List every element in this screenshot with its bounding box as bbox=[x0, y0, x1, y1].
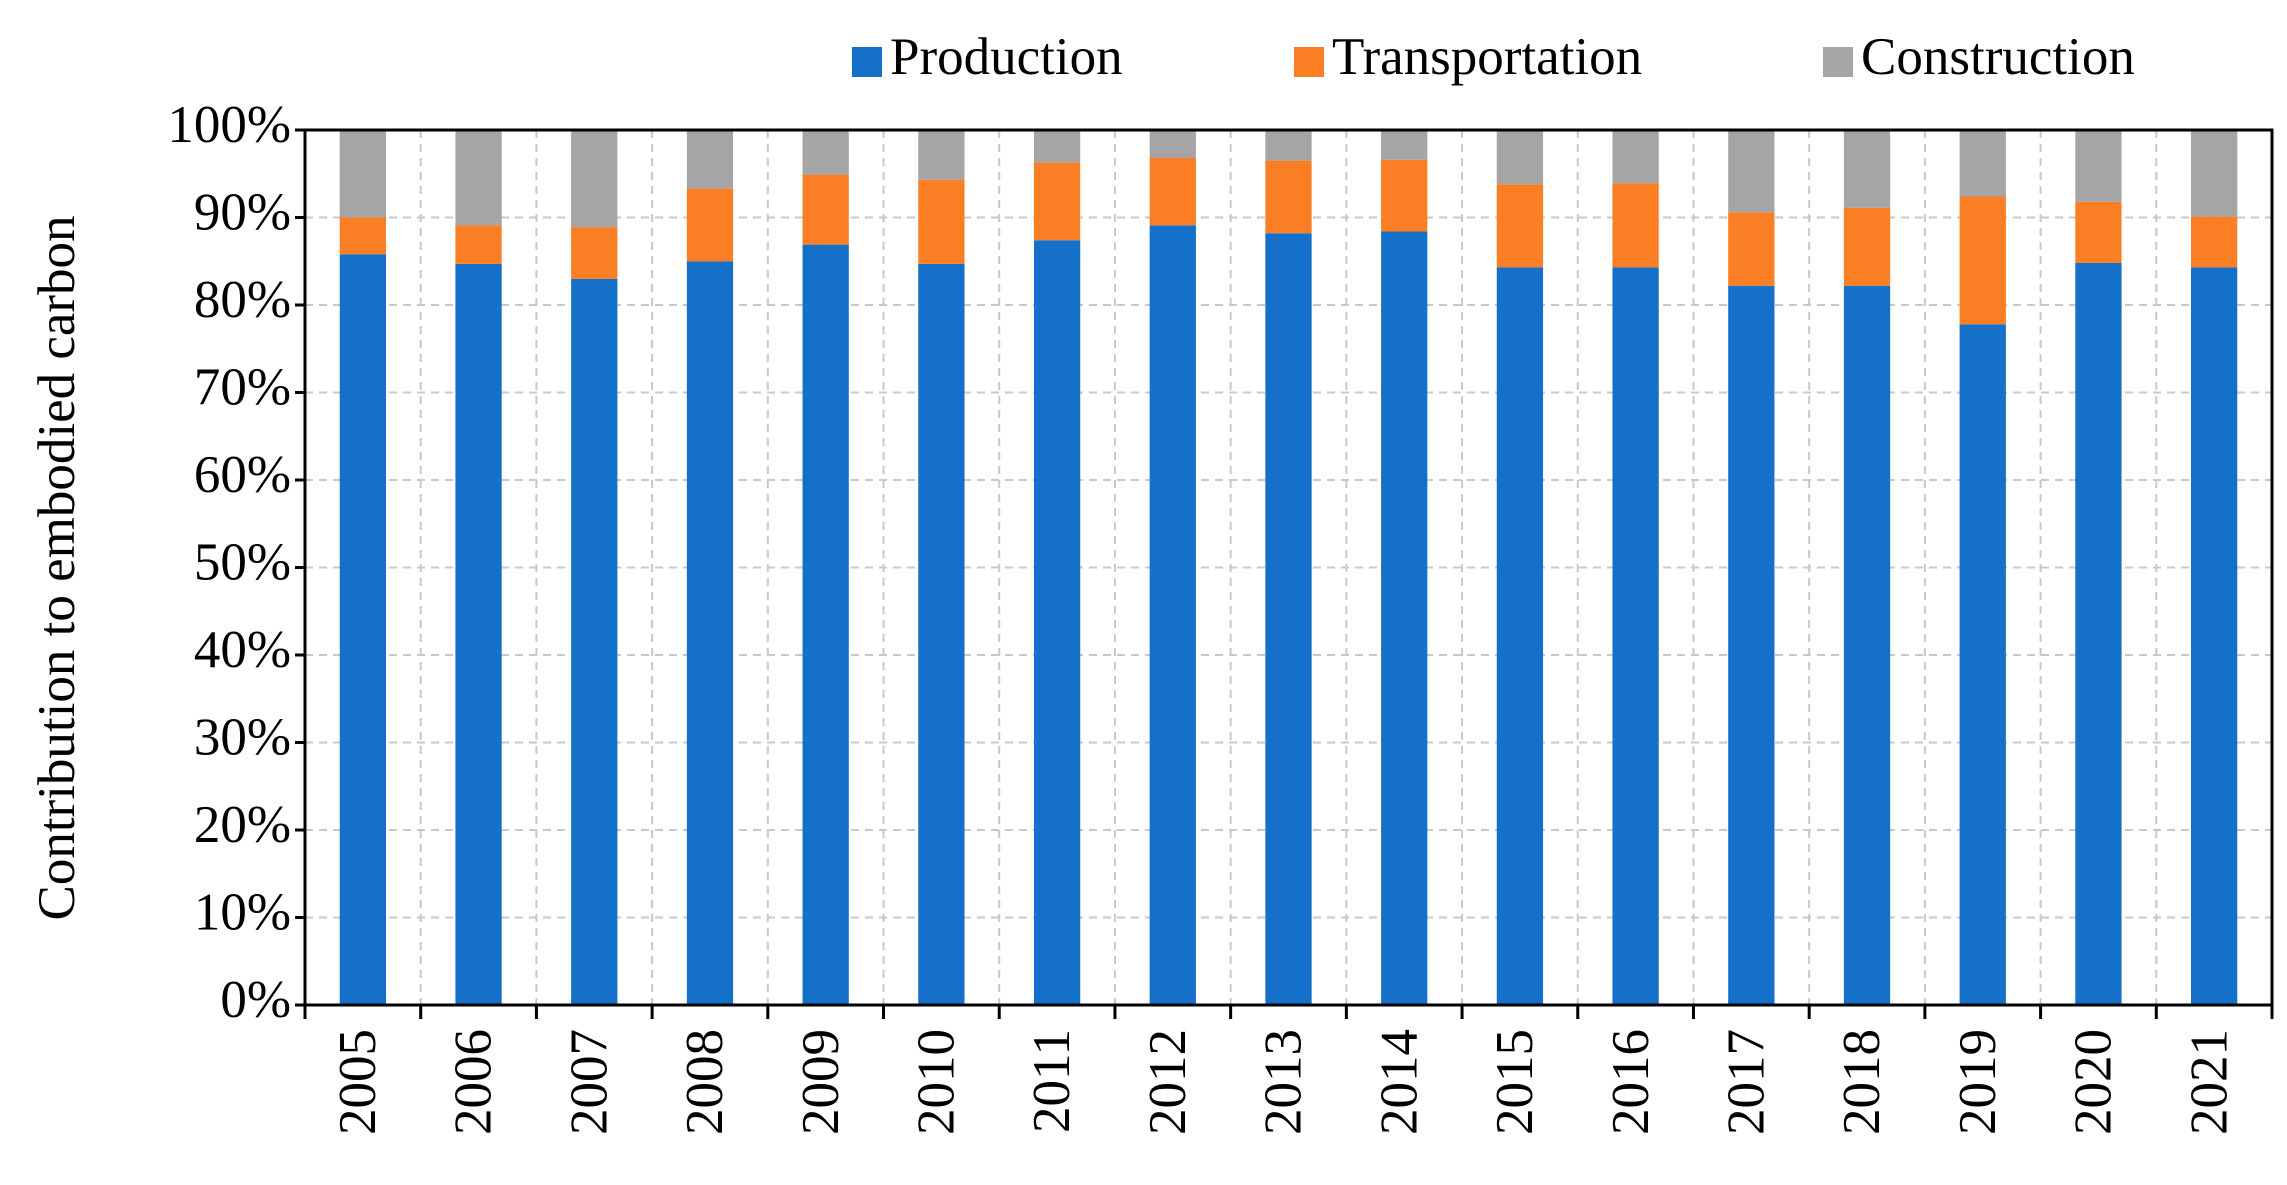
bar-segment bbox=[2191, 130, 2238, 217]
x-tick-label: 2010 bbox=[908, 1029, 966, 1135]
bar-segment bbox=[686, 188, 734, 262]
bar-segment bbox=[455, 263, 502, 1005]
x-tick-label: 2018 bbox=[1833, 1029, 1891, 1135]
y-axis-label: Contribution to embodied carbon bbox=[28, 215, 86, 920]
bar-segment bbox=[1381, 159, 1428, 232]
bar-segment bbox=[571, 130, 618, 228]
y-tick-label: 60% bbox=[194, 446, 291, 504]
bar-segment bbox=[918, 263, 965, 1005]
bar-segment bbox=[2075, 263, 2122, 1005]
bar-segment bbox=[1959, 130, 2006, 197]
bar-segment bbox=[571, 278, 618, 1005]
bar-segment bbox=[1959, 196, 2006, 325]
bar-segment bbox=[1496, 184, 1544, 268]
x-tick-label: 2021 bbox=[2180, 1029, 2238, 1135]
y-tick-label: 10% bbox=[194, 884, 291, 942]
bar-segment bbox=[339, 217, 386, 255]
bar-segment bbox=[1959, 324, 2006, 1005]
bar-segment bbox=[802, 130, 849, 175]
bar-segment bbox=[339, 254, 386, 1005]
bar-segment bbox=[918, 130, 965, 180]
bar-segment bbox=[1728, 285, 1775, 1005]
bar-segment bbox=[1265, 130, 1312, 161]
x-tick-label: 2006 bbox=[445, 1029, 503, 1135]
bar-segment bbox=[2191, 267, 2238, 1005]
legend-label: Construction bbox=[1861, 28, 2135, 86]
x-tick-label: 2008 bbox=[676, 1029, 734, 1135]
bar-segment bbox=[1496, 267, 1544, 1005]
bar-segment bbox=[1381, 130, 1428, 160]
y-tick-label: 90% bbox=[194, 184, 291, 242]
legend-swatch bbox=[1294, 47, 1324, 77]
plot-frame bbox=[303, 128, 2274, 1007]
x-tick-label: 2012 bbox=[1139, 1029, 1197, 1135]
bar-segment bbox=[686, 130, 734, 189]
bar-segment bbox=[1033, 162, 1081, 241]
bar-segment bbox=[802, 244, 849, 1005]
bar-segment bbox=[1612, 183, 1659, 268]
x-tick-label: 2005 bbox=[329, 1029, 387, 1135]
legend-swatch bbox=[1823, 47, 1853, 77]
x-tick-label: 2014 bbox=[1370, 1029, 1428, 1135]
bar-segment bbox=[1033, 130, 1081, 163]
bar-segment bbox=[1612, 267, 1659, 1005]
bar-segment bbox=[2075, 130, 2122, 202]
bar-segment bbox=[1149, 130, 1196, 158]
x-tick-label: 2020 bbox=[2065, 1029, 2123, 1135]
x-tick-label: 2011 bbox=[1023, 1029, 1081, 1133]
x-tick-label: 2016 bbox=[1602, 1029, 1660, 1135]
x-tick-label: 2015 bbox=[1486, 1029, 1544, 1135]
bar-segment bbox=[686, 261, 734, 1005]
bar-segment bbox=[1033, 240, 1081, 1005]
bar-segment bbox=[1149, 225, 1196, 1005]
bar-segment bbox=[2191, 216, 2238, 268]
x-tick-label: 2019 bbox=[1949, 1029, 2007, 1135]
x-tick-label: 2007 bbox=[560, 1029, 618, 1135]
y-tick-label: 40% bbox=[194, 621, 291, 679]
bar-segment bbox=[571, 227, 618, 279]
y-tick-label: 30% bbox=[194, 709, 291, 767]
bar-segment bbox=[2075, 201, 2122, 263]
bar-segment bbox=[1843, 285, 1891, 1005]
bar-segment bbox=[802, 174, 849, 245]
y-tick-label: 50% bbox=[194, 534, 291, 592]
bar-segment bbox=[1265, 233, 1312, 1005]
x-tick-label: 2013 bbox=[1255, 1029, 1313, 1135]
y-tick-label: 20% bbox=[194, 796, 291, 854]
y-tick-label: 80% bbox=[194, 271, 291, 329]
legend-label: Production bbox=[890, 28, 1123, 86]
bar-segment bbox=[1728, 130, 1775, 213]
bar-segment bbox=[1843, 130, 1891, 208]
bar-segment bbox=[918, 179, 965, 264]
y-tick-label: 0% bbox=[220, 971, 291, 1029]
bar-segment bbox=[339, 130, 386, 218]
bar-segment bbox=[1381, 231, 1428, 1005]
bar-segment bbox=[455, 225, 502, 264]
bar-segment bbox=[1612, 130, 1659, 184]
bar-segment bbox=[1496, 130, 1544, 185]
bar-segment bbox=[1728, 212, 1775, 286]
x-tick-label: 2017 bbox=[1717, 1029, 1775, 1135]
y-tick-label: 70% bbox=[194, 359, 291, 417]
bar-segment bbox=[455, 130, 502, 226]
legend-label: Transportation bbox=[1332, 28, 1642, 86]
bar-segment bbox=[1843, 207, 1891, 286]
y-tick-label: 100% bbox=[167, 96, 291, 154]
legend-swatch bbox=[852, 47, 882, 77]
bar-segment bbox=[1149, 158, 1196, 226]
x-tick-label: 2009 bbox=[792, 1029, 850, 1135]
bar-segment bbox=[1265, 160, 1312, 234]
